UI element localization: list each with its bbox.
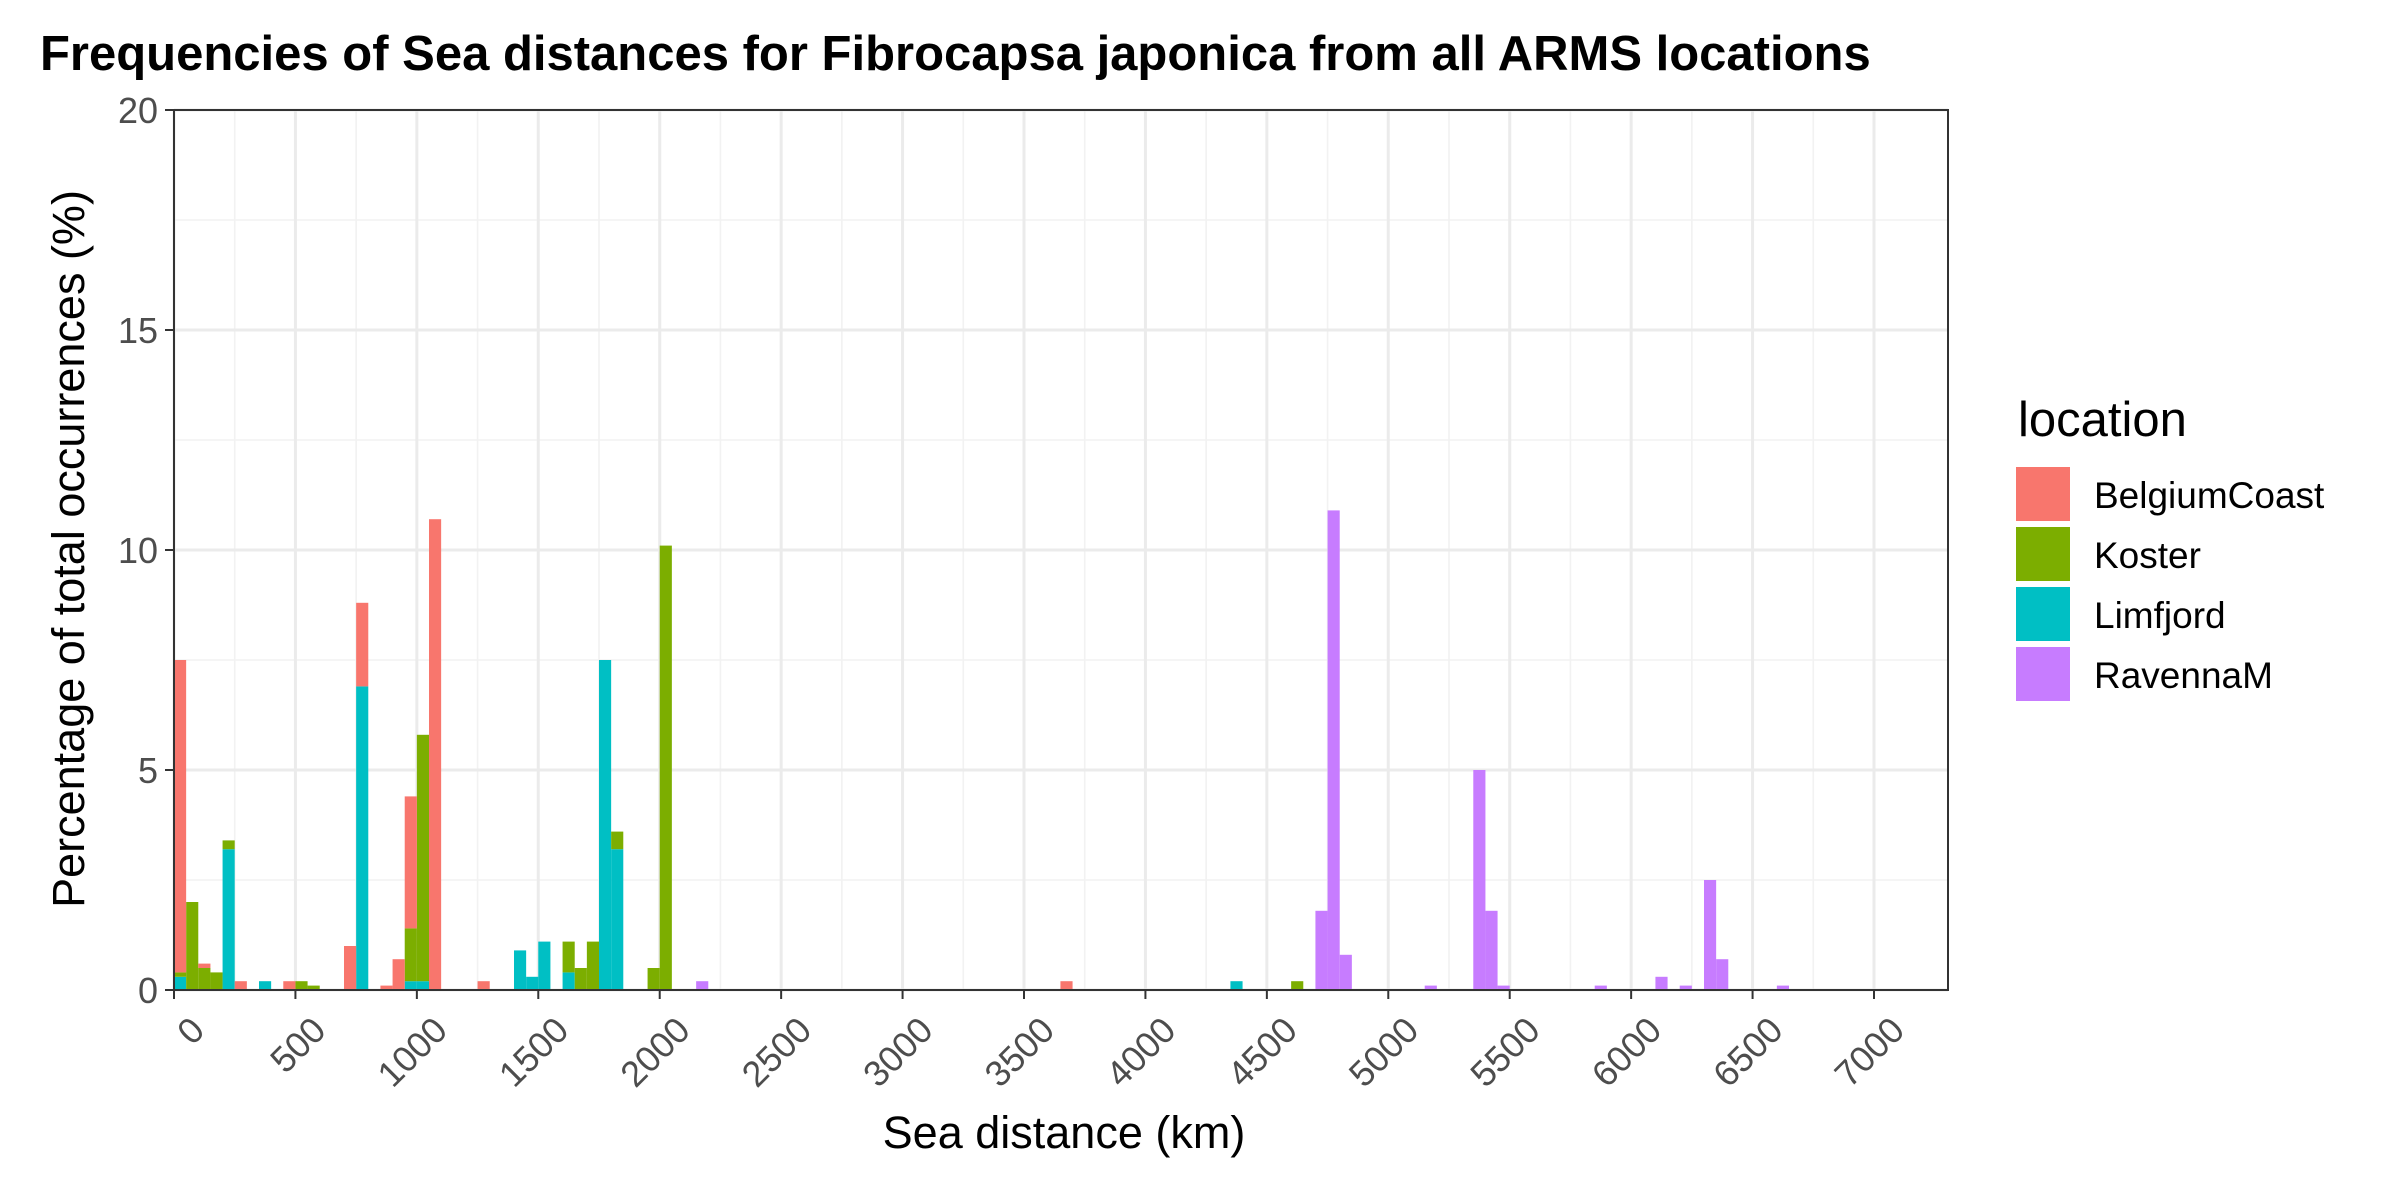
histogram-bars bbox=[174, 510, 1789, 990]
bar-belgiumcoast bbox=[174, 660, 187, 973]
legend-label-ravennam: RavennaM bbox=[2094, 655, 2273, 696]
bar-ravennam bbox=[1327, 510, 1340, 990]
bar-belgiumcoast bbox=[477, 981, 490, 990]
bar-koster bbox=[574, 968, 587, 990]
legend-swatch-ravennam bbox=[2016, 647, 2070, 701]
y-tick-label: 15 bbox=[118, 310, 158, 351]
legend-title: location bbox=[2018, 393, 2187, 447]
bar-ravennam bbox=[1497, 985, 1510, 990]
bar-ravennam bbox=[1679, 985, 1692, 990]
chart-title: Frequencies of Sea distances for Fibroca… bbox=[40, 27, 1871, 81]
bar-ravennam bbox=[1473, 770, 1486, 990]
bar-belgiumcoast bbox=[234, 981, 247, 990]
bar-ravennam bbox=[1655, 976, 1668, 990]
bar-limfjord bbox=[222, 849, 235, 990]
bar-belgiumcoast bbox=[356, 602, 369, 687]
bar-belgiumcoast bbox=[380, 985, 393, 990]
bar-belgiumcoast bbox=[1060, 981, 1073, 990]
bar-koster bbox=[198, 968, 211, 990]
bar-belgiumcoast bbox=[392, 959, 405, 990]
bar-ravennam bbox=[1776, 985, 1789, 990]
bar-koster bbox=[404, 928, 417, 982]
bar-belgiumcoast bbox=[404, 796, 417, 929]
legend-label-belgiumcoast: BelgiumCoast bbox=[2094, 475, 2325, 516]
bar-limfjord bbox=[611, 849, 624, 990]
bar-belgiumcoast bbox=[429, 519, 442, 990]
bar-limfjord bbox=[356, 686, 369, 990]
legend-swatch-limfjord bbox=[2016, 587, 2070, 641]
y-tick-label: 5 bbox=[138, 750, 158, 791]
bar-limfjord bbox=[1230, 981, 1243, 990]
y-tick-label: 10 bbox=[118, 530, 158, 571]
legend-label-koster: Koster bbox=[2094, 535, 2201, 576]
bar-belgiumcoast bbox=[283, 981, 296, 990]
y-axis-title: Percentage of total occurrences (%) bbox=[43, 190, 94, 908]
bar-ravennam bbox=[1716, 959, 1729, 990]
bar-koster bbox=[647, 968, 660, 990]
bar-ravennam bbox=[1424, 985, 1437, 990]
bar-koster bbox=[611, 831, 624, 850]
bar-limfjord bbox=[174, 976, 187, 990]
bar-koster bbox=[222, 840, 235, 850]
bar-belgiumcoast bbox=[198, 963, 211, 968]
bar-ravennam bbox=[1339, 954, 1352, 990]
legend: location BelgiumCoast Koster Limfjord Raven… bbox=[2016, 393, 2325, 701]
y-tick-label: 0 bbox=[138, 970, 158, 1011]
bar-ravennam bbox=[696, 981, 709, 990]
bar-koster bbox=[1291, 981, 1304, 990]
bar-koster bbox=[295, 981, 308, 990]
bar-limfjord bbox=[259, 981, 272, 990]
bar-koster bbox=[586, 941, 599, 990]
legend-swatch-belgiumcoast bbox=[2016, 467, 2070, 521]
legend-label-limfjord: Limfjord bbox=[2094, 595, 2226, 636]
bar-koster bbox=[210, 972, 223, 990]
bar-koster bbox=[174, 972, 187, 977]
bar-limfjord bbox=[404, 981, 417, 990]
bar-koster bbox=[562, 941, 575, 973]
bar-limfjord bbox=[562, 972, 575, 990]
bar-koster bbox=[659, 545, 672, 990]
bar-ravennam bbox=[1485, 910, 1498, 990]
y-tick-label: 20 bbox=[118, 90, 158, 131]
bar-limfjord bbox=[416, 981, 429, 990]
bar-ravennam bbox=[1704, 880, 1717, 990]
legend-swatch-koster bbox=[2016, 527, 2070, 581]
bar-koster bbox=[416, 734, 429, 982]
bar-limfjord bbox=[526, 976, 539, 990]
x-axis-title: Sea distance (km) bbox=[883, 1107, 1246, 1158]
bar-koster bbox=[186, 902, 199, 990]
bar-belgiumcoast bbox=[344, 946, 357, 990]
bar-limfjord bbox=[514, 950, 527, 990]
bar-koster bbox=[307, 985, 320, 990]
bar-ravennam bbox=[1315, 910, 1328, 990]
bar-limfjord bbox=[599, 660, 612, 990]
bar-ravennam bbox=[1594, 985, 1607, 990]
y-axis: 0 5 10 15 20 bbox=[118, 90, 174, 1011]
bar-limfjord bbox=[538, 941, 551, 990]
